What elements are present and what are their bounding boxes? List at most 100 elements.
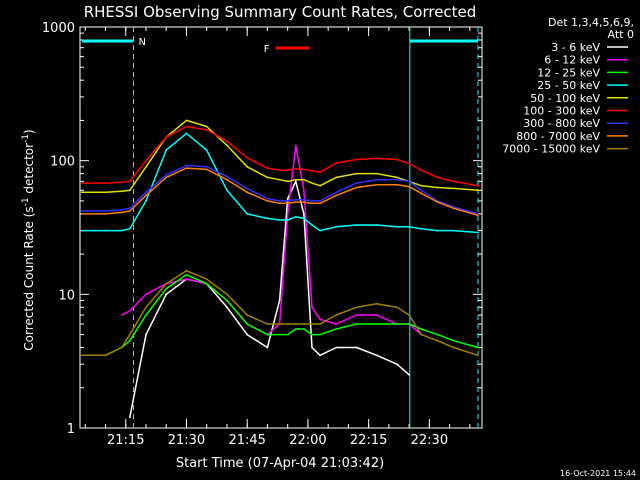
series-line-12-25-kev xyxy=(81,274,479,357)
series-point-6-12-kev xyxy=(120,314,123,316)
series-point-50-100-kev xyxy=(185,119,188,122)
series-point-12-25-kev xyxy=(396,323,398,325)
series-point-50-100-kev xyxy=(145,165,147,168)
series-point-100-300-kev xyxy=(303,168,305,171)
series-point-300-800-kev xyxy=(165,174,168,177)
series-point-25-50-kev xyxy=(294,215,297,218)
y-axis-label-exp1: -1 xyxy=(21,197,31,206)
series-point-50-100-kev xyxy=(335,176,338,179)
series-point-12-25-kev xyxy=(278,333,281,336)
series-point-3-6-kev xyxy=(375,354,378,357)
series-point-12-25-kev xyxy=(266,333,269,336)
y-tick-label: 1 xyxy=(67,422,75,437)
series-point-7000-15000-kev xyxy=(311,323,313,325)
series-point-100-300-kev xyxy=(205,129,208,131)
series-point-3-6-kev xyxy=(278,299,281,302)
legend-entry-label: 3 - 6 keV xyxy=(551,41,600,54)
series-point-12-25-kev xyxy=(477,346,479,349)
x-tick-label: 21:45 xyxy=(228,433,265,448)
series-point-100-300-kev xyxy=(375,157,378,160)
series-point-25-50-kev xyxy=(335,225,338,228)
series-point-12-25-kev xyxy=(246,323,249,325)
series-point-800-7000-kev xyxy=(165,176,168,179)
series-point-50-100-kev xyxy=(266,176,269,179)
series-point-25-50-kev xyxy=(185,132,188,135)
series-point-800-7000-kev xyxy=(396,183,398,186)
series-point-25-50-kev xyxy=(396,225,398,228)
legend-entry-label: 50 - 100 keV xyxy=(530,92,600,105)
series-point-50-100-kev xyxy=(286,180,289,183)
legend-entry-label: 300 - 800 keV xyxy=(523,117,600,130)
series-point-7000-15000-kev xyxy=(226,293,228,296)
series-point-50-100-kev xyxy=(477,189,479,192)
series-point-6-12-kev xyxy=(145,293,147,296)
y-tick-label: 100 xyxy=(50,155,75,170)
series-point-25-50-kev xyxy=(128,227,131,230)
series-point-3-6-kev xyxy=(266,346,269,349)
series-point-50-100-kev xyxy=(120,190,123,193)
series-point-7000-15000-kev xyxy=(294,323,297,325)
series-point-3-6-kev xyxy=(335,346,338,349)
legend-header-line-2: Att 0 xyxy=(608,28,634,41)
series-point-800-7000-kev xyxy=(420,192,423,195)
series-point-25-50-kev xyxy=(436,229,439,232)
series-point-50-100-kev xyxy=(311,182,313,185)
x-tick-label: 21:30 xyxy=(168,433,205,448)
series-point-7000-15000-kev xyxy=(266,323,269,325)
series-point-100-300-kev xyxy=(165,136,168,139)
series-point-12-25-kev xyxy=(436,333,439,336)
series-point-25-50-kev xyxy=(145,200,147,202)
series-point-50-100-kev xyxy=(396,176,398,179)
series-point-12-25-kev xyxy=(145,314,147,316)
series-point-3-6-kev xyxy=(128,416,131,419)
legend-entry-label: 800 - 7000 keV xyxy=(516,130,600,143)
legend-entry-label: 7000 - 15000 keV xyxy=(502,143,600,156)
x-tick-label: 22:00 xyxy=(289,433,326,448)
series-point-3-6-kev xyxy=(145,333,147,336)
series-point-300-800-kev xyxy=(246,187,249,190)
series-point-50-100-kev xyxy=(303,178,305,181)
series-point-100-300-kev xyxy=(436,176,439,179)
series-point-12-25-kev xyxy=(420,328,423,330)
series-point-300-800-kev xyxy=(120,208,123,211)
series-point-25-50-kev xyxy=(319,229,321,232)
series-line-800-7000-kev xyxy=(81,167,479,217)
series-point-6-12-kev xyxy=(319,318,321,321)
series-point-800-7000-kev xyxy=(226,178,228,181)
series-point-3-6-kev xyxy=(286,197,289,200)
series-point-100-300-kev xyxy=(319,171,321,174)
series-point-7000-15000-kev xyxy=(128,333,131,336)
series-point-25-50-kev xyxy=(278,219,281,221)
series-point-800-7000-kev xyxy=(145,194,147,197)
y-axis-label-prefix: Corrected Count Rate (s xyxy=(22,206,36,350)
series-point-6-12-kev xyxy=(311,306,313,309)
series-point-3-6-kev xyxy=(294,180,297,183)
series-point-300-800-kev xyxy=(294,198,297,201)
series-point-800-7000-kev xyxy=(128,210,131,212)
series-point-100-300-kev xyxy=(128,180,131,183)
series-point-3-6-kev xyxy=(165,293,168,296)
series-point-300-800-kev xyxy=(477,213,479,215)
series-point-300-800-kev xyxy=(396,178,398,181)
series-point-50-100-kev xyxy=(319,184,321,187)
series-point-100-300-kev xyxy=(246,156,249,159)
series-point-25-50-kev xyxy=(408,225,410,228)
series-point-800-7000-kev xyxy=(375,183,378,186)
series-point-7000-15000-kev xyxy=(452,346,455,349)
series-line-7000-15000-kev xyxy=(81,270,479,357)
series-point-12-25-kev xyxy=(205,282,208,285)
series-point-7000-15000-kev xyxy=(120,346,123,349)
series-point-100-300-kev xyxy=(355,158,358,161)
series-point-300-800-kev xyxy=(319,200,321,202)
series-point-300-800-kev xyxy=(286,200,289,202)
legend-header-line-1: Det 1,3,4,5,6,9, xyxy=(548,16,634,29)
series-point-100-300-kev xyxy=(104,182,107,185)
series-point-7000-15000-kev xyxy=(278,323,281,325)
series-point-50-100-kev xyxy=(205,125,208,128)
series-point-7000-15000-kev xyxy=(185,269,188,272)
series-line-300-800-kev xyxy=(81,164,479,215)
legend-entry-label: 100 - 300 keV xyxy=(523,105,600,118)
series-point-12-25-kev xyxy=(452,339,455,342)
